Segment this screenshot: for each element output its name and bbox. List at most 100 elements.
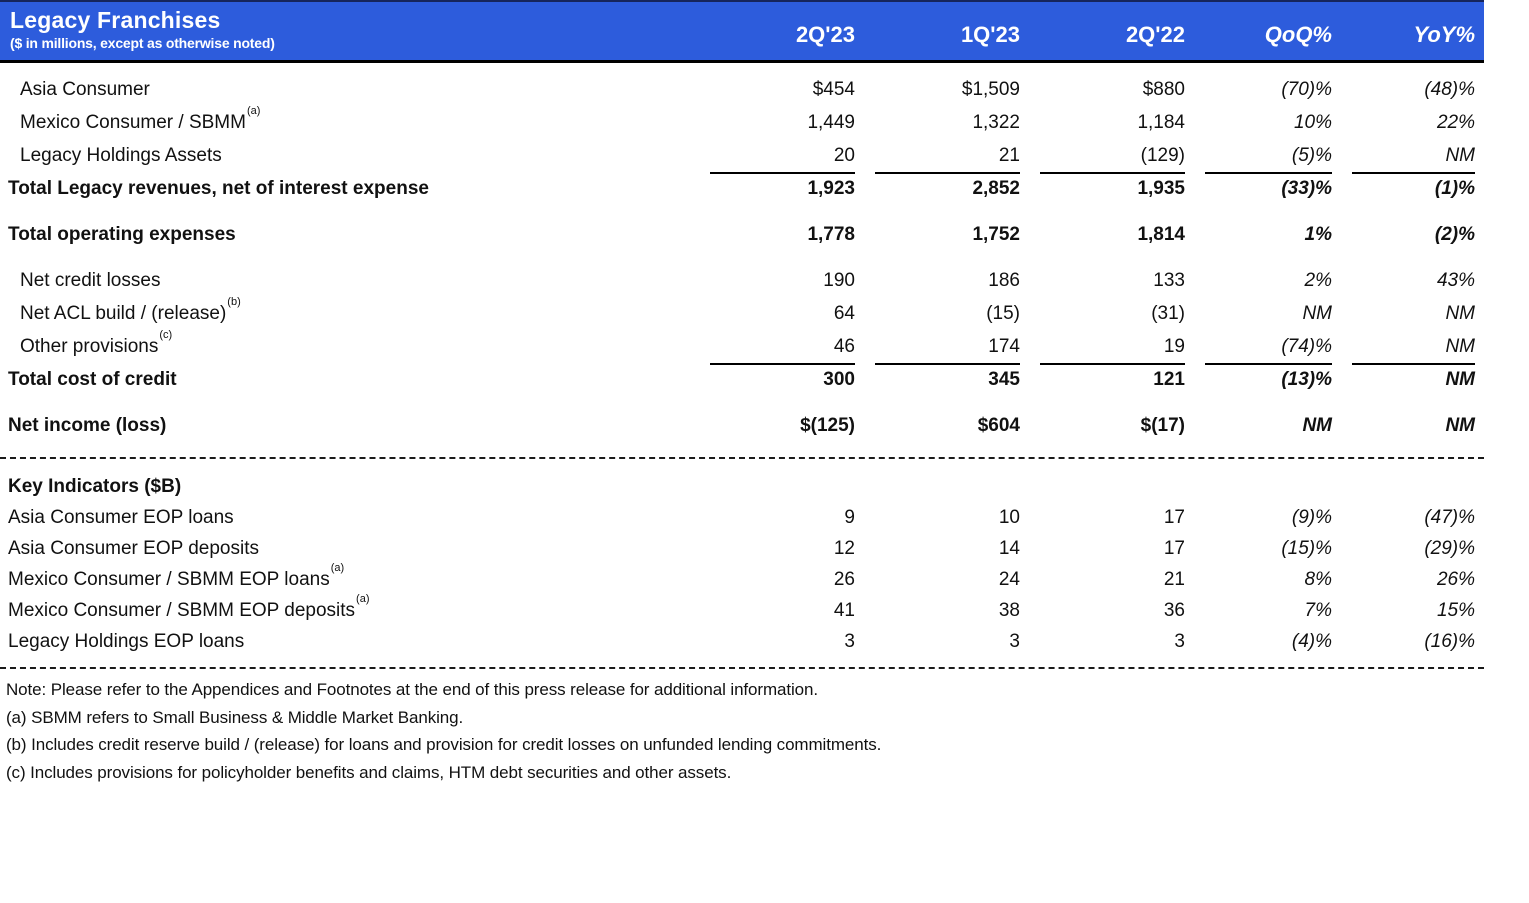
table-row: Legacy Holdings Assets 20 21 (129) (5)% NM <box>0 139 1484 174</box>
cell-qoq: 10% <box>1293 112 1332 133</box>
cell-yoy: 43% <box>1436 270 1475 291</box>
cell-2q23: 190 <box>823 270 855 291</box>
cell-2q23: 20 <box>710 139 855 174</box>
table-row: Total Legacy revenues, net of interest e… <box>0 172 1484 205</box>
cell-qoq: (13)% <box>1281 369 1332 390</box>
table-row: Other provisions(c) 46 174 19 (74)% NM <box>0 328 1484 365</box>
cell-qoq: (33)% <box>1281 178 1332 199</box>
cell-2q22: 121 <box>1153 369 1185 390</box>
cell-yoy: 22% <box>1436 112 1475 133</box>
legacy-franchises-table: Legacy Franchises ($ in millions, except… <box>0 0 1484 786</box>
cell-yoy: (47)% <box>1424 507 1475 528</box>
row-label: Net credit losses <box>20 270 161 291</box>
cell-2q22: 17 <box>1163 538 1185 559</box>
cell-1q23: 1,322 <box>972 112 1020 133</box>
table-row: Asia Consumer $454 $1,509 $880 (70)% (48)% <box>0 73 1484 106</box>
cell-yoy: NM <box>1445 415 1475 436</box>
footnote-line: (a) SBMM refers to Small Business & Midd… <box>6 707 464 727</box>
cell-qoq: 7% <box>1304 600 1332 621</box>
main-rows-section: Asia Consumer $454 $1,509 $880 (70)% (48)% Mex… <box>0 73 1484 442</box>
footnote-marker: (c) <box>159 328 173 341</box>
column-header-1q23: 1Q'23 <box>960 22 1020 47</box>
row-label: Legacy Holdings Assets <box>20 145 222 166</box>
cell-2q23: 1,449 <box>807 112 855 133</box>
cell-qoq: (9)% <box>1291 507 1332 528</box>
cell-yoy: (1)% <box>1434 178 1475 199</box>
cell-2q22: 3 <box>1174 631 1185 652</box>
footnotes-section: Note: Please refer to the Appendices and… <box>0 676 1484 786</box>
cell-1q23: (15) <box>986 303 1020 324</box>
cell-2q22: 1,814 <box>1137 224 1185 245</box>
footnote-line: (c) Includes provisions for policyholder… <box>6 762 732 782</box>
cell-1q23: 2,852 <box>972 178 1020 199</box>
row-label: Asia Consumer EOP deposits <box>8 538 259 559</box>
column-header-2q22: 2Q'22 <box>1125 22 1185 47</box>
table-row: Asia Consumer EOP deposits 12 14 17 (15)% (29… <box>0 533 1484 564</box>
footnote-marker: (a) <box>330 561 345 574</box>
cell-1q23: 345 <box>988 369 1020 390</box>
table-row: Legacy Holdings EOP loans 3 3 3 (4)% (16)% <box>0 626 1484 657</box>
cell-1q23: $604 <box>977 415 1020 436</box>
dashed-divider <box>0 667 1484 669</box>
row-label: Total Legacy revenues, net of interest e… <box>8 178 429 199</box>
cell-yoy: NM <box>1445 369 1475 390</box>
cell-qoq: 8% <box>1304 569 1332 590</box>
cell-qoq: NM <box>1302 415 1332 436</box>
table-title: Legacy Franchises <box>10 7 221 33</box>
column-header-yoy: YoY% <box>1413 22 1475 47</box>
cell-qoq: (5)% <box>1205 139 1332 174</box>
cell-2q22: 21 <box>1163 569 1185 590</box>
cell-2q23: 3 <box>844 631 855 652</box>
row-label: Legacy Holdings EOP loans <box>8 631 245 652</box>
cell-2q23: 64 <box>833 303 855 324</box>
cell-2q22: 1,184 <box>1137 112 1185 133</box>
cell-2q23: 300 <box>823 369 855 390</box>
cell-2q23: $(125) <box>800 415 855 436</box>
row-label: Mexico Consumer / SBMM(a) <box>20 104 261 133</box>
cell-2q23: 41 <box>833 600 855 621</box>
cell-qoq: (74)% <box>1205 330 1332 365</box>
footnote-line: Note: Please refer to the Appendices and… <box>6 680 819 699</box>
cell-1q23: 14 <box>998 538 1020 559</box>
cell-1q23: 38 <box>998 600 1020 621</box>
cell-qoq: 2% <box>1304 270 1332 291</box>
cell-yoy: NM <box>1352 139 1475 174</box>
cell-2q23: 9 <box>844 507 855 528</box>
cell-2q22: $880 <box>1142 79 1185 100</box>
cell-yoy: NM <box>1352 330 1475 365</box>
cell-1q23: 1,752 <box>972 224 1020 245</box>
cell-yoy: (29)% <box>1424 538 1475 559</box>
cell-yoy: (16)% <box>1424 631 1475 652</box>
table-subtitle: ($ in millions, except as otherwise note… <box>10 34 275 51</box>
row-label: Net ACL build / (release)(b) <box>20 295 241 324</box>
cell-2q23: 1,923 <box>807 178 855 199</box>
cell-qoq: (4)% <box>1291 631 1332 652</box>
footnote-marker: (a) <box>356 592 370 605</box>
cell-2q23: 12 <box>833 538 855 559</box>
cell-2q23: 26 <box>833 569 855 590</box>
key-indicators-title: Key Indicators ($B) <box>8 476 182 497</box>
cell-1q23: 21 <box>875 139 1020 174</box>
cell-2q22: (129) <box>1040 139 1185 174</box>
cell-qoq: (15)% <box>1281 538 1332 559</box>
row-label: Mexico Consumer / SBMM EOP loans(a) <box>8 561 345 590</box>
cell-2q22: $(17) <box>1140 415 1185 436</box>
row-label: Asia Consumer EOP loans <box>8 507 234 528</box>
table-header-band: Legacy Franchises ($ in millions, except… <box>0 0 1484 63</box>
cell-1q23: 174 <box>875 330 1020 365</box>
row-label: Total operating expenses <box>8 224 236 245</box>
cell-1q23: $1,509 <box>961 79 1020 100</box>
footnote-marker: (b) <box>227 295 241 308</box>
cell-2q22: 36 <box>1163 600 1185 621</box>
cell-2q23: $454 <box>812 79 855 100</box>
table-row: Net credit losses 190 186 133 2% 43% <box>0 264 1484 297</box>
cell-yoy: 26% <box>1436 569 1475 590</box>
footnote-marker: (a) <box>246 104 261 117</box>
cell-qoq: 1% <box>1304 224 1332 245</box>
column-header-2q23: 2Q'23 <box>795 22 855 47</box>
table-row: Mexico Consumer / SBMM EOP deposits(a) 41… <box>0 592 1484 626</box>
table-title-block: Legacy Franchises ($ in millions, except… <box>0 2 690 64</box>
cell-2q22: 1,935 <box>1137 178 1185 199</box>
table-row: Total operating expenses 1,778 1,752 1,814 1… <box>0 218 1484 251</box>
row-label: Mexico Consumer / SBMM EOP deposits(a) <box>8 592 370 621</box>
